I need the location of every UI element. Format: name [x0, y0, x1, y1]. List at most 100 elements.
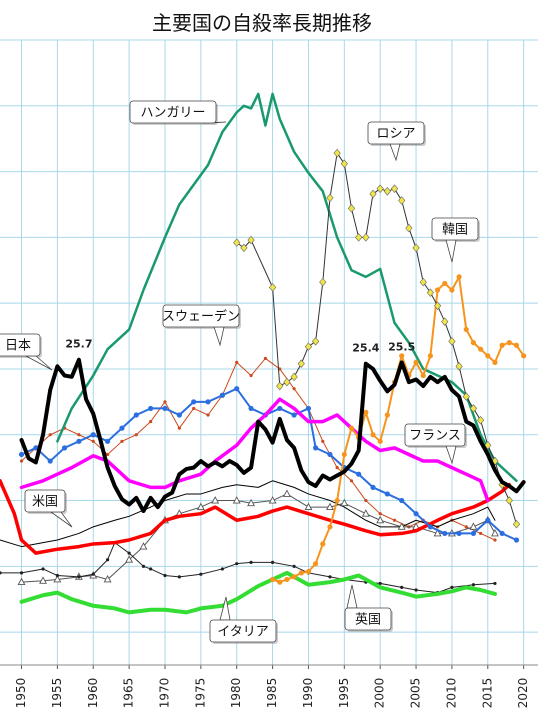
- point: [340, 498, 349, 507]
- point: [491, 456, 499, 466]
- point: [456, 530, 462, 537]
- point: [378, 581, 382, 586]
- point: [399, 497, 405, 504]
- point: [313, 561, 319, 567]
- point: [77, 433, 81, 437]
- point: [405, 223, 413, 233]
- point: [441, 317, 449, 326]
- callout-tail: [346, 584, 358, 609]
- point: [219, 392, 225, 398]
- point: [232, 496, 241, 504]
- point: [470, 530, 477, 537]
- point: [433, 528, 442, 537]
- point: [248, 405, 254, 412]
- callout-tail: [49, 511, 73, 528]
- point: [326, 502, 334, 511]
- point: [442, 280, 448, 287]
- point: [499, 342, 505, 348]
- point: [268, 283, 277, 292]
- point: [499, 530, 505, 537]
- series-line: [20, 387, 518, 541]
- point: [400, 585, 404, 589]
- point: [312, 337, 320, 346]
- point: [420, 372, 426, 379]
- point: [297, 359, 305, 368]
- x-tick-label: 1950: [14, 678, 28, 709]
- point: [378, 512, 382, 516]
- point: [263, 356, 268, 361]
- point: [412, 243, 420, 253]
- point: [247, 498, 256, 507]
- point: [327, 524, 333, 530]
- point: [268, 496, 277, 504]
- point: [434, 287, 441, 293]
- point: [91, 572, 95, 576]
- point: [276, 381, 284, 391]
- callout-tail: [445, 445, 457, 465]
- point: [305, 568, 312, 575]
- point: [77, 575, 81, 579]
- point: [240, 243, 248, 253]
- point: [348, 425, 355, 431]
- x-tick-label: 1970: [157, 678, 171, 709]
- x-tick-label: 1960: [86, 678, 100, 709]
- data-label: 25.4: [352, 342, 379, 355]
- legend-label: 韓国: [442, 223, 468, 238]
- callout-box: [367, 121, 425, 145]
- point: [319, 277, 327, 287]
- point: [383, 187, 391, 196]
- point: [220, 567, 224, 571]
- point: [192, 406, 196, 411]
- point: [61, 445, 68, 451]
- series-line: [19, 570, 497, 615]
- legend-label: 英国: [355, 613, 381, 628]
- point: [291, 574, 297, 580]
- legend-label: ロシア: [376, 127, 415, 142]
- point: [505, 496, 513, 505]
- x-tick-label: 1995: [337, 678, 351, 709]
- point: [413, 359, 419, 365]
- point: [105, 438, 111, 444]
- point: [450, 585, 454, 589]
- x-tick-label: 1985: [265, 678, 279, 709]
- point: [506, 340, 512, 346]
- point: [384, 412, 390, 418]
- point: [120, 439, 124, 443]
- point: [397, 522, 406, 530]
- point: [283, 377, 291, 387]
- x-tick-label: 2015: [480, 678, 494, 709]
- series-line: [236, 152, 517, 525]
- point: [313, 445, 319, 451]
- x-tick-label: 1990: [301, 678, 315, 709]
- point: [355, 233, 363, 242]
- point: [398, 196, 406, 205]
- point: [127, 551, 131, 555]
- point: [0, 571, 2, 575]
- point: [414, 588, 418, 592]
- point: [320, 541, 326, 547]
- point: [103, 575, 112, 583]
- point: [399, 353, 405, 359]
- point: [469, 404, 478, 413]
- x-tick-label: 1965: [122, 678, 136, 709]
- point: [199, 572, 203, 576]
- point: [427, 524, 433, 530]
- series-line: [21, 493, 496, 583]
- point: [349, 479, 354, 483]
- point: [125, 555, 134, 563]
- legend-label: フランス: [409, 429, 461, 444]
- point: [205, 399, 211, 405]
- callout-box: [129, 100, 217, 124]
- point: [247, 235, 255, 245]
- point: [347, 204, 356, 213]
- point: [249, 560, 253, 564]
- point: [427, 353, 433, 359]
- point: [47, 458, 53, 464]
- point: [362, 233, 370, 242]
- point: [491, 528, 499, 537]
- legend-label: イタリア: [217, 625, 268, 640]
- point: [455, 362, 463, 371]
- point: [304, 502, 313, 511]
- point: [270, 560, 275, 564]
- point: [376, 184, 384, 193]
